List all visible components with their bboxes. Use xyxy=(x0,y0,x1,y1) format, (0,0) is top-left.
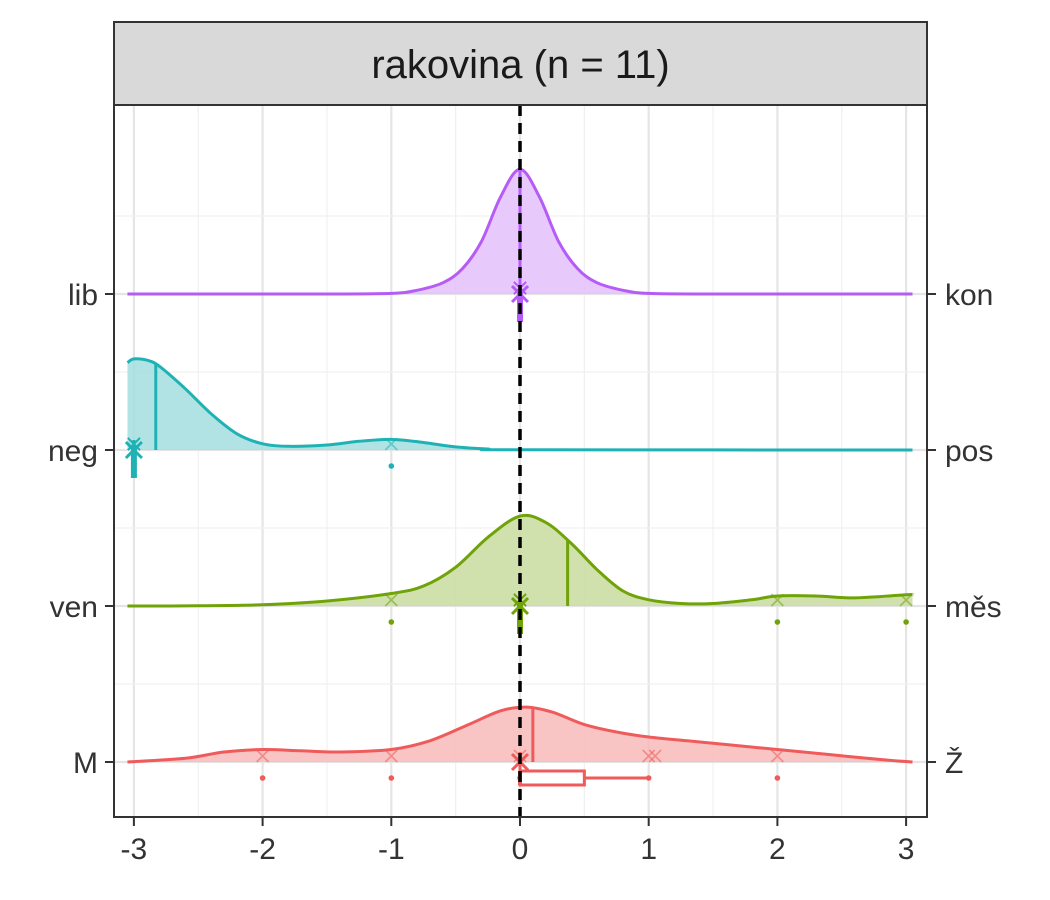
data-point xyxy=(903,619,909,625)
data-point xyxy=(388,775,395,781)
axes: -3 -2 -1 0 1 2 3 lib kon neg pos ven měs M Ž xyxy=(48,279,1002,866)
data-point-marker xyxy=(648,749,662,763)
data-point xyxy=(774,619,781,625)
data-point-marker xyxy=(770,749,784,763)
data-point-marker xyxy=(899,593,913,607)
y-label-right: kon xyxy=(945,279,993,312)
box-iqr xyxy=(518,769,586,787)
y-label-left: M xyxy=(73,747,98,780)
data-point-marker xyxy=(384,593,398,607)
ridge-M xyxy=(127,705,913,787)
y-label-left: ven xyxy=(50,591,98,624)
density-curve xyxy=(127,513,915,608)
data-point-marker xyxy=(256,749,270,763)
density-fill xyxy=(127,358,913,450)
y-label-right: měs xyxy=(945,591,1002,624)
y-label-left: lib xyxy=(68,279,98,312)
density-curve xyxy=(127,705,913,764)
data-point xyxy=(388,619,395,625)
x-tick-label: 3 xyxy=(898,833,915,866)
x-tick-label: 2 xyxy=(769,833,786,866)
x-tick-label: -2 xyxy=(249,833,276,866)
facet-title: rakovina (n = 11) xyxy=(371,43,669,87)
data-point-marker xyxy=(384,437,398,451)
y-label-left: neg xyxy=(48,435,98,468)
y-label-right: pos xyxy=(945,435,993,468)
data-point xyxy=(388,463,395,469)
y-label-right: Ž xyxy=(945,747,963,780)
density-fill xyxy=(127,707,913,762)
x-tick-label: -3 xyxy=(121,833,148,866)
density-curve xyxy=(126,357,913,452)
data-point-marker xyxy=(642,749,656,763)
data-point xyxy=(774,775,781,781)
x-tick-label: -1 xyxy=(378,833,405,866)
data-point-marker xyxy=(770,593,784,607)
x-tick-label: 1 xyxy=(640,833,657,866)
ridge-neg xyxy=(124,357,913,478)
data-point xyxy=(259,775,266,781)
data-point-marker xyxy=(384,749,398,763)
facet-strip-background xyxy=(113,21,928,106)
mode-marker xyxy=(124,440,143,460)
facet-strip: rakovina (n = 11) xyxy=(113,21,928,106)
x-tick-label: 0 xyxy=(512,833,529,866)
